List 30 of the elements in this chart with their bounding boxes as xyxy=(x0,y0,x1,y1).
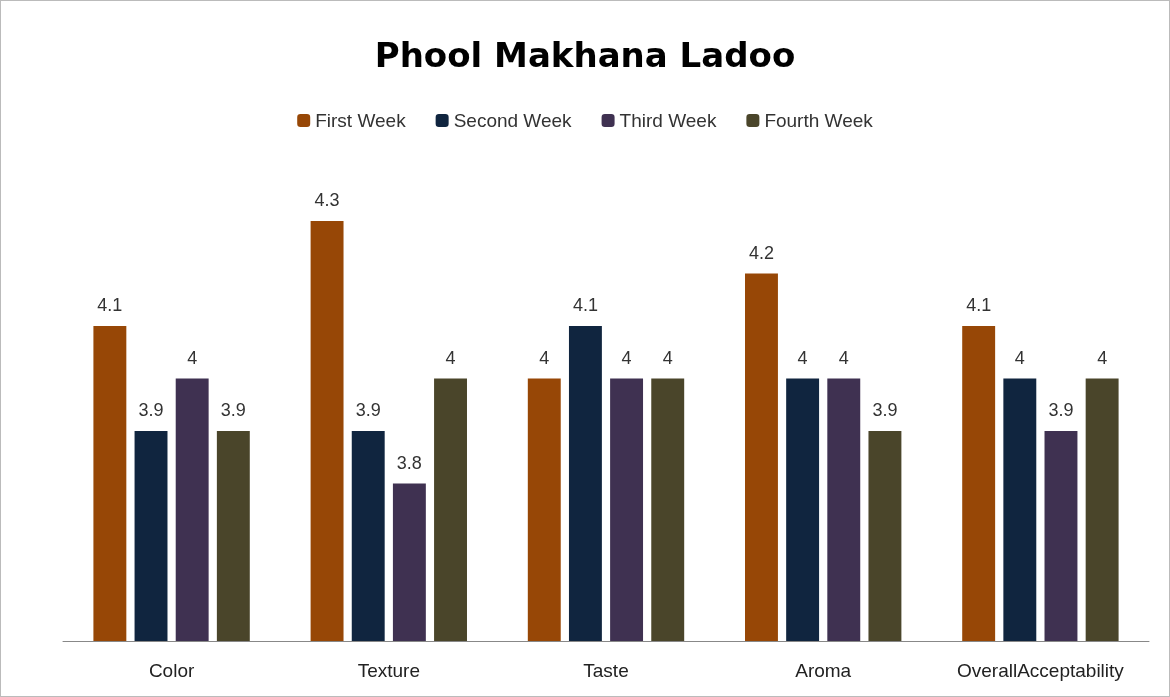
data-label: 4 xyxy=(445,347,456,368)
data-label: 4.1 xyxy=(97,295,123,315)
legend-label: Second Week xyxy=(453,110,573,131)
x-tick-label: Taste xyxy=(583,660,629,681)
data-label: 4 xyxy=(187,347,198,368)
data-label: 3.9 xyxy=(220,400,246,420)
data-label: 4 xyxy=(539,347,550,368)
x-tick-label: OverallAcceptability xyxy=(956,660,1125,681)
data-label: 4 xyxy=(1097,347,1108,368)
data-label: 4 xyxy=(662,347,673,368)
x-tick-label: Aroma xyxy=(795,660,852,681)
legend-label: Third Week xyxy=(619,110,717,131)
data-label: 3.8 xyxy=(396,452,422,473)
data-label: 3.9 xyxy=(138,400,164,420)
data-label: 4.1 xyxy=(966,295,992,315)
data-label: 4 xyxy=(797,347,808,368)
chart-title: Phool Makhana Ladoo xyxy=(374,35,796,75)
data-label: 4.2 xyxy=(748,242,774,263)
data-label: 4.1 xyxy=(572,295,598,315)
legend-label: Fourth Week xyxy=(764,110,874,131)
legend-label: First Week xyxy=(315,110,407,131)
data-label: 4.3 xyxy=(314,190,340,210)
data-label: 4 xyxy=(621,347,632,368)
data-label: 3.9 xyxy=(1048,400,1074,420)
x-tick-label: Color xyxy=(148,660,195,681)
data-label: 4 xyxy=(1014,347,1025,368)
data-label: 4 xyxy=(838,347,849,368)
x-tick-label: Texture xyxy=(357,660,420,681)
data-label: 3.9 xyxy=(355,400,381,420)
data-label: 3.9 xyxy=(872,400,898,420)
